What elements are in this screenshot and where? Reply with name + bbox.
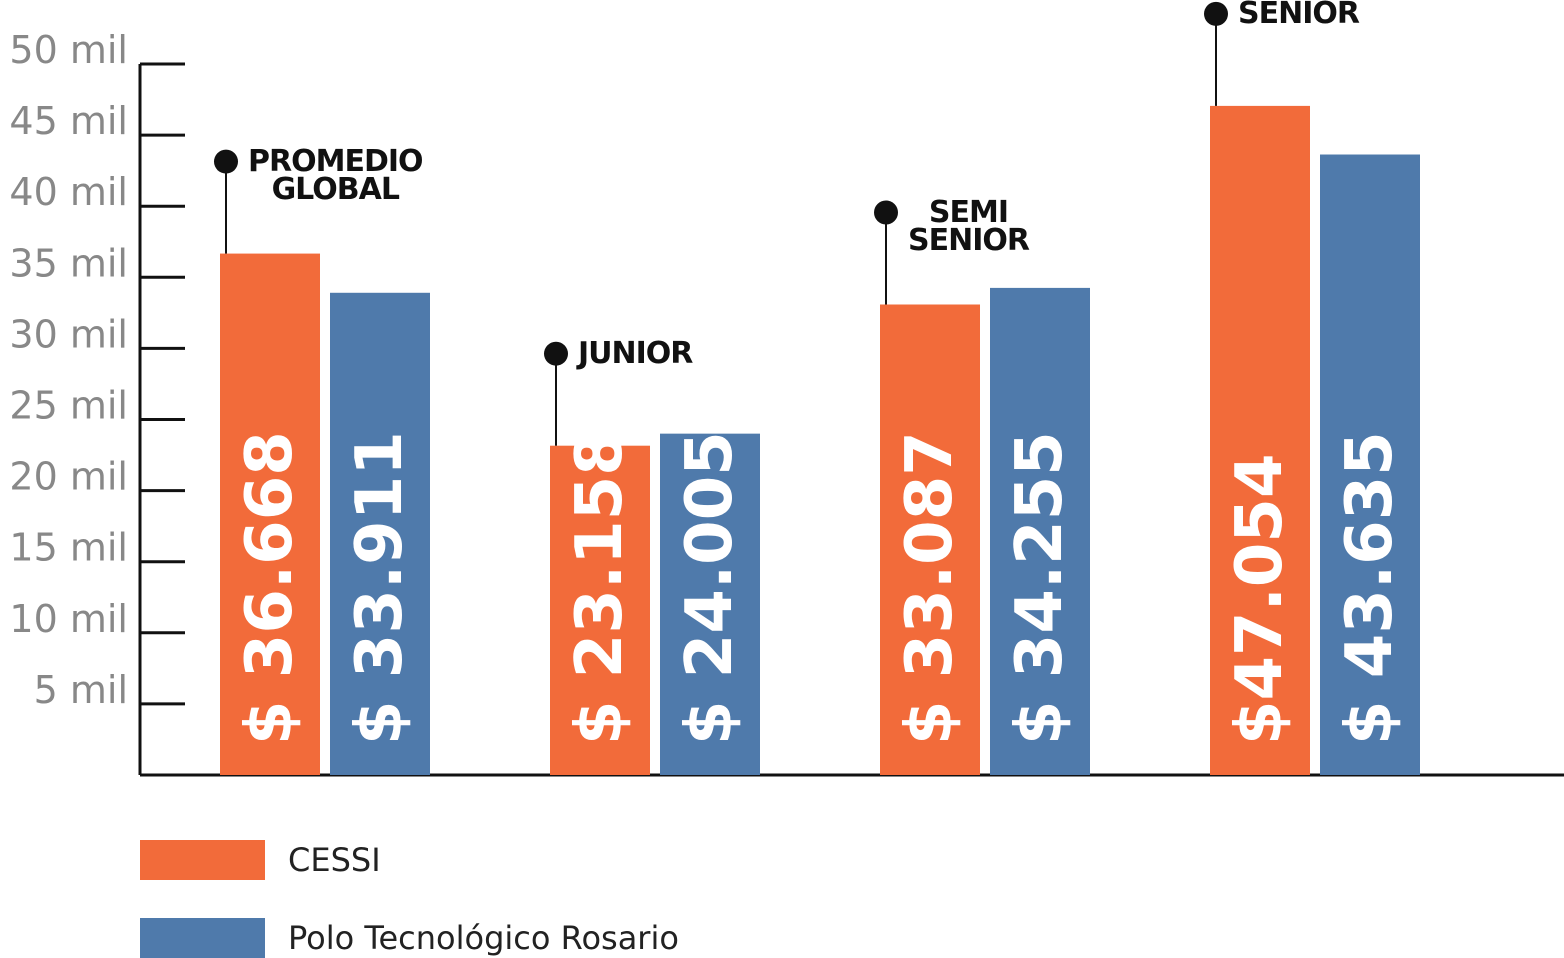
category-label: SEMI SENIOR	[908, 194, 1030, 258]
bar	[1320, 154, 1420, 775]
bar	[550, 445, 650, 775]
pin-dot	[1204, 1, 1228, 26]
y-tick-label: 50 mil	[9, 28, 128, 72]
y-tick-label: 5 mil	[34, 668, 128, 712]
y-tick-label: 20 mil	[9, 455, 128, 499]
bar	[330, 292, 430, 775]
category-label: PROMEDIO GLOBAL	[248, 143, 424, 207]
value-label: $ 24.005	[673, 431, 747, 745]
bar	[1210, 105, 1310, 776]
bar	[880, 304, 980, 775]
bar	[220, 253, 320, 775]
bar	[990, 287, 1090, 775]
value-label: $ 43.635	[1333, 431, 1407, 745]
category-label: JUNIOR	[578, 335, 693, 371]
legend-label: Polo Tecnológico Rosario	[288, 919, 679, 957]
y-tick-label: 45 mil	[9, 99, 128, 143]
y-tick-label: 40 mil	[9, 170, 128, 214]
value-label: $ 34.255	[1003, 431, 1077, 745]
value-label: $47.054	[1223, 454, 1297, 746]
bar	[660, 433, 760, 775]
value-label: $ 33.087	[893, 431, 967, 745]
value-label: $ 23.158	[563, 431, 637, 745]
legend-label: CESSI	[288, 841, 381, 879]
y-tick-label: 15 mil	[9, 526, 128, 570]
y-tick-label: 25 mil	[9, 384, 128, 428]
legend-swatch	[140, 840, 265, 880]
legend-swatch	[140, 918, 265, 958]
category-label: SENIOR	[1238, 0, 1360, 31]
y-tick-label: 10 mil	[9, 597, 128, 641]
value-label: $ 33.911	[343, 431, 417, 745]
pin-dot	[874, 200, 898, 225]
pin-dot	[214, 149, 238, 174]
y-tick-label: 30 mil	[9, 312, 128, 356]
y-tick-label: 35 mil	[9, 241, 128, 285]
value-label: $ 36.668	[233, 431, 307, 745]
pin-dot	[544, 341, 568, 366]
